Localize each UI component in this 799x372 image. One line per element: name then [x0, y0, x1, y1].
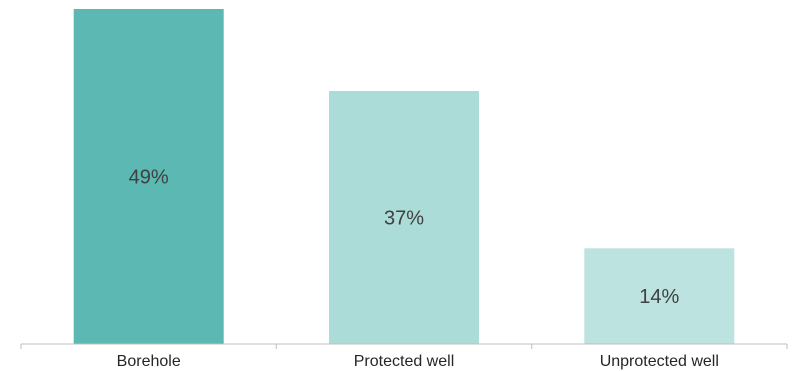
bar-borehole: [73, 9, 224, 344]
x-axis-ticks: [20, 344, 788, 349]
bars-group: [73, 9, 735, 344]
data-label-borehole: 49%: [129, 167, 169, 189]
category-label-borehole: Borehole: [117, 353, 181, 370]
category-label-protected-well: Protected well: [354, 353, 455, 370]
category-label-unprotected-well: Unprotected well: [600, 353, 719, 370]
data-label-unprotected-well: 14%: [639, 286, 679, 308]
value-labels-group: 49% 37% 14%: [129, 167, 680, 309]
category-labels-group: Borehole Protected well Unprotected well: [117, 353, 719, 370]
bar-protected-well: [329, 91, 479, 344]
bar-unprotected-well: [584, 248, 735, 344]
data-label-protected-well: 37%: [384, 208, 424, 230]
